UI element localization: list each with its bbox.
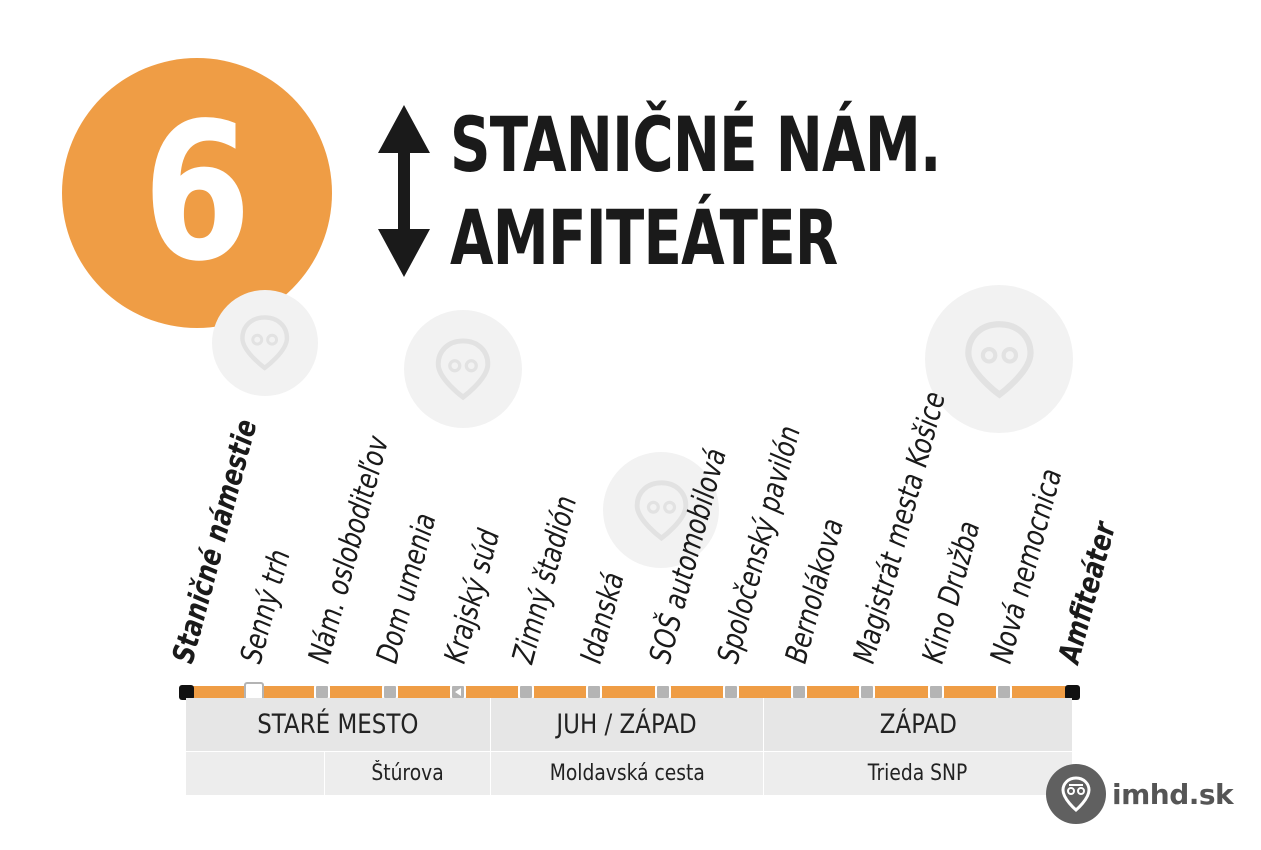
terminal-stop-marker bbox=[1064, 684, 1080, 700]
stop-label: Kino Družba bbox=[916, 514, 987, 670]
street-cell: Moldavská cesta bbox=[491, 752, 764, 795]
district-cell: ZÁPAD bbox=[764, 698, 1072, 751]
watermark-pin-icon bbox=[404, 310, 522, 428]
stop-label: Idanská bbox=[574, 566, 632, 670]
street-cell bbox=[186, 752, 325, 795]
district-cell: STARÉ MESTO bbox=[186, 698, 491, 751]
line-number-badge: 6 bbox=[62, 58, 332, 328]
stop-label: Amfiteáter bbox=[1052, 515, 1123, 670]
line-number: 6 bbox=[142, 82, 252, 303]
watermark-pin-icon bbox=[603, 452, 719, 568]
watermark-pin-icon bbox=[212, 290, 318, 396]
terminal-stop-marker bbox=[178, 684, 194, 700]
stop-label: Senný trh bbox=[234, 543, 298, 670]
street-row: Štúrova Moldavská cesta Trieda SNP bbox=[186, 752, 1072, 795]
watermark-pin-icon bbox=[925, 285, 1073, 433]
district-row: STARÉ MESTO JUH / ZÁPAD ZÁPAD bbox=[186, 698, 1072, 751]
stop-label: Dom umenia bbox=[370, 506, 443, 670]
street-cell: Štúrova bbox=[325, 752, 491, 795]
terminal-from: STANIČNÉ NÁM. bbox=[450, 100, 941, 189]
district-cell: JUH / ZÁPAD bbox=[491, 698, 764, 751]
stop-label: Krajský súd bbox=[438, 523, 507, 670]
bidirectional-arrow-icon bbox=[378, 105, 430, 277]
route-terminals: STANIČNÉ NÁM. AMFITEÁTER bbox=[450, 98, 941, 284]
route-line bbox=[186, 686, 1073, 698]
terminal-to: AMFITEÁTER bbox=[450, 193, 838, 282]
stop-label: Bernolákova bbox=[779, 512, 851, 670]
street-cell: Trieda SNP bbox=[764, 752, 1072, 795]
imhd-logo-icon bbox=[1046, 764, 1106, 824]
brand-name: imhd.sk bbox=[1112, 777, 1234, 811]
brand-logo[interactable]: imhd.sk bbox=[1046, 764, 1234, 824]
